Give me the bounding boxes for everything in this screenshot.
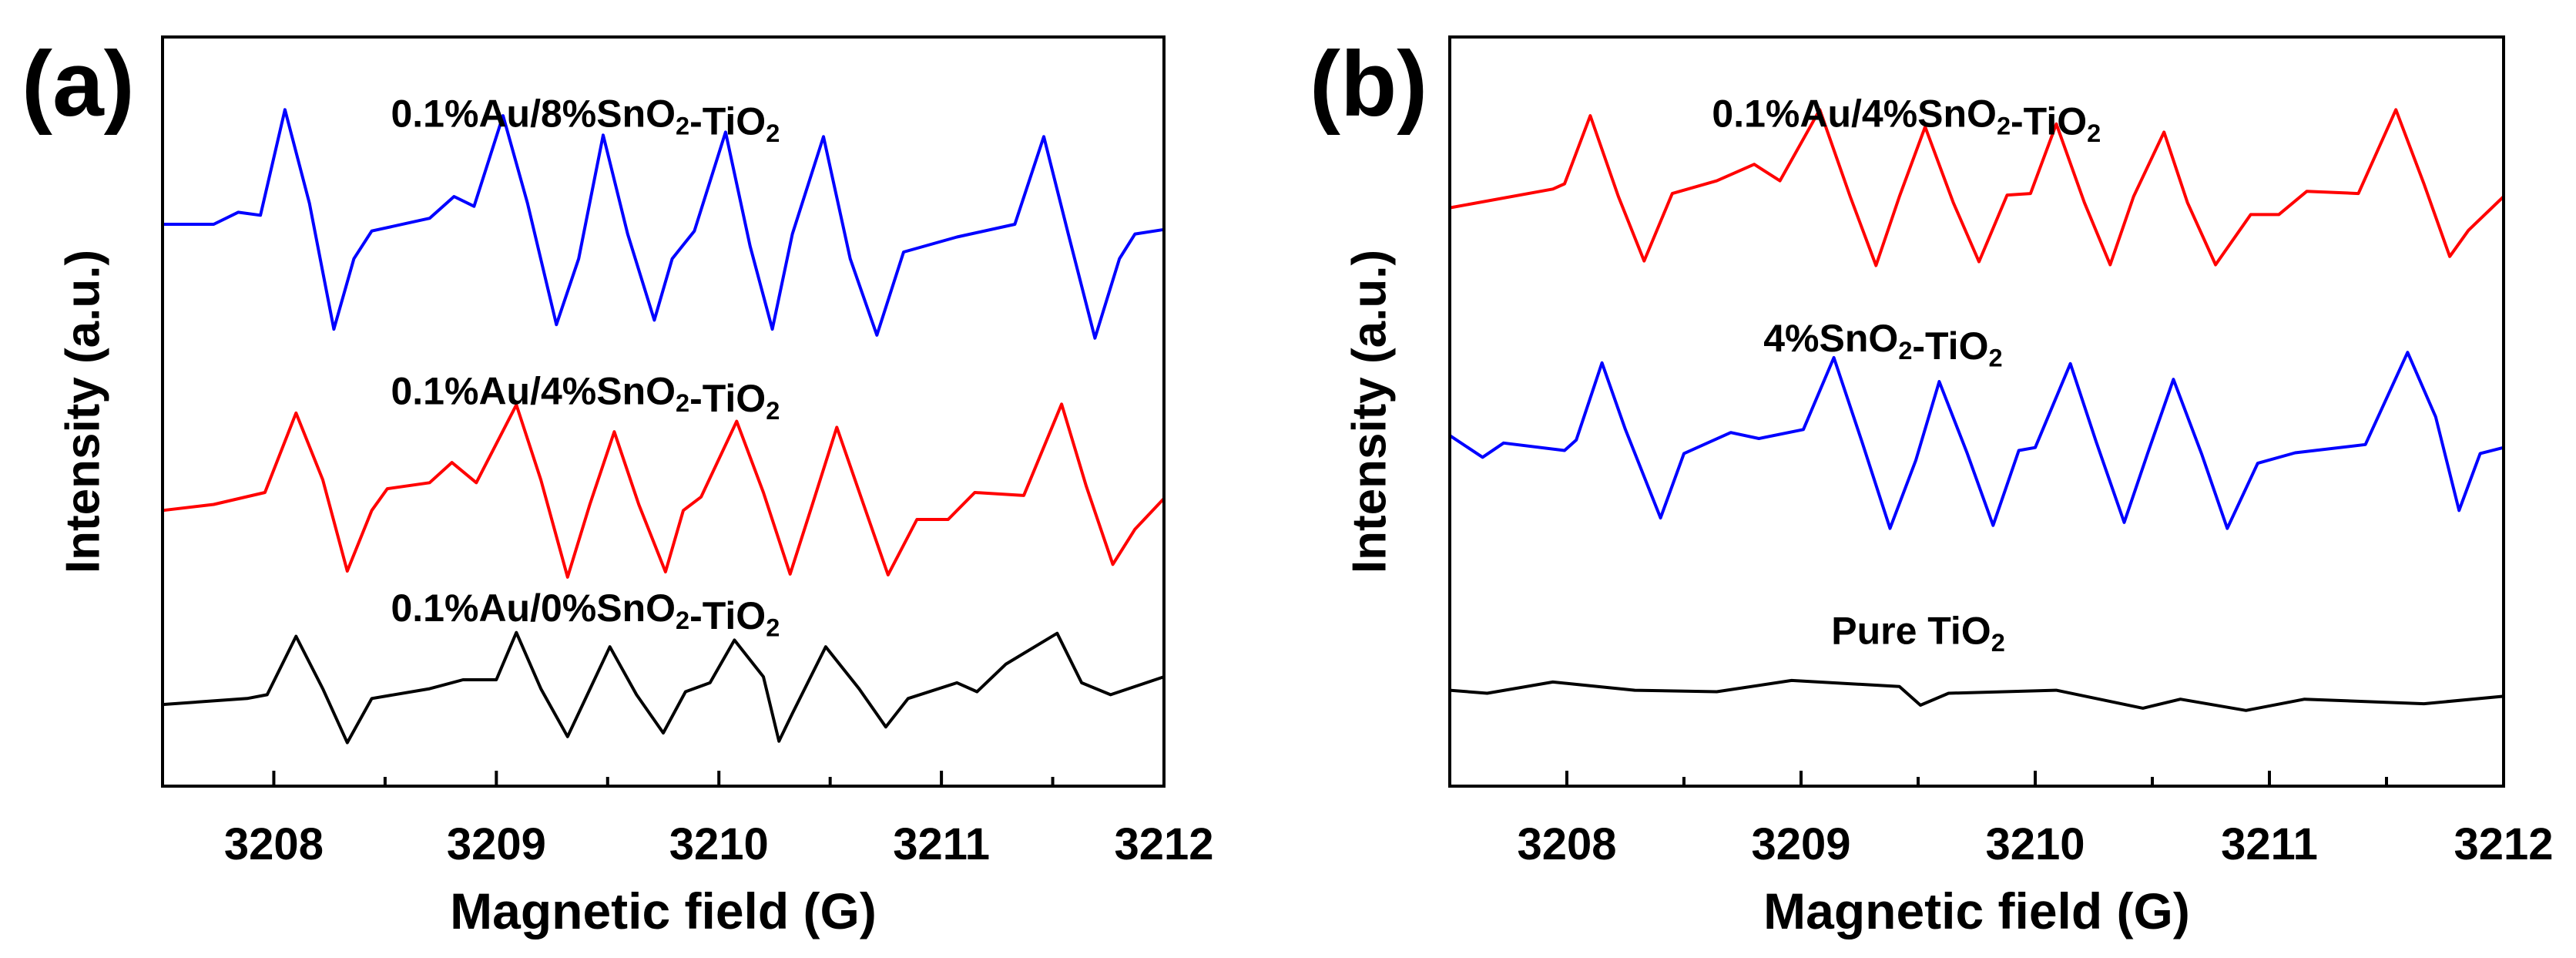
plot-frame [1448,35,2505,788]
panel-label: (b) [1310,32,1427,136]
x-axis-label: Magnetic field (G) [450,882,877,940]
series-line [162,630,1165,745]
x-tick-label: 3210 [1985,819,2085,869]
x-tick-label: 3209 [1751,819,1850,869]
panel-a: 0.1%Au/8%SnO2-TiO2 0.1%Au/4%SnO2-TiO2 0.1%… [22,32,1214,940]
series-label: 0.1%Au/4%SnO2-TiO2 [1712,92,2101,148]
x-tick-label: 3208 [1517,819,1616,869]
series-line [1448,351,2504,530]
x-tick-label: 3210 [669,819,769,869]
x-axis-label: Magnetic field (G) [1763,882,2190,940]
x-tick-label: 3212 [2454,819,2553,869]
x-tick-label: 3209 [447,819,546,869]
series-line [163,108,1165,340]
series-label: 0.1%Au/4%SnO2-TiO2 [391,369,780,425]
series-line [162,402,1166,579]
series-label: 0.1%Au/0%SnO2-TiO2 [391,587,780,642]
panel-label: (a) [22,32,135,136]
series-label: 4%SnO2-TiO2 [1763,317,2002,372]
series-line [1449,108,2505,267]
series-line [1449,678,2504,712]
x-tick-label: 3211 [893,819,990,869]
x-tick-label: 3211 [2221,819,2318,869]
x-tick-label: 3212 [1114,819,1213,869]
series-label: Pure TiO2 [1831,609,2005,657]
series-label: 0.1%Au/8%SnO2-TiO2 [391,92,780,148]
y-axis-label: Intensity (a.u.) [56,250,109,573]
y-axis-label: Intensity (a.u.) [1343,250,1396,573]
x-tick-label: 3208 [224,819,324,869]
plot-frame [161,35,1166,788]
panel-b: 0.1%Au/4%SnO2-TiO2 4%SnO2-TiO2 Pure TiO2 32… [1310,32,2554,940]
